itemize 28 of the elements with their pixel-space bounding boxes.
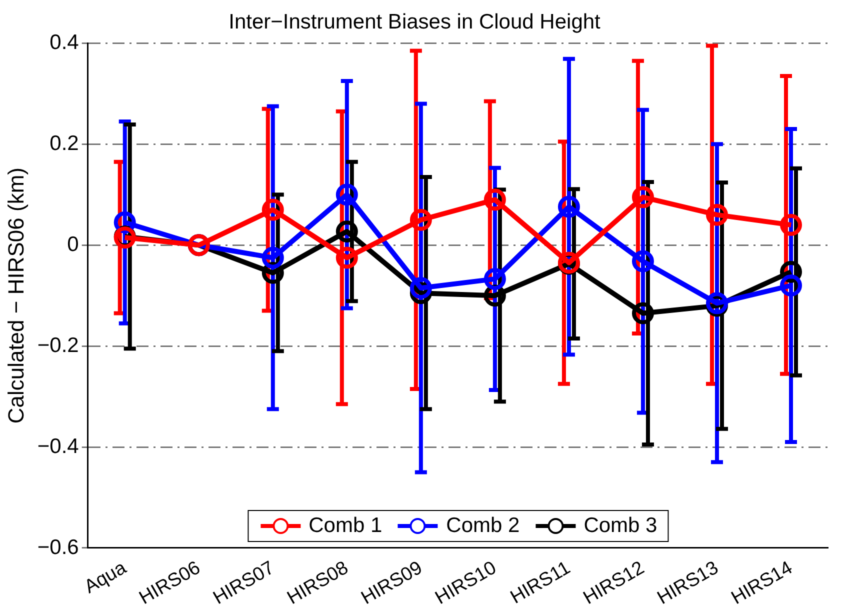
- point: [484, 188, 506, 211]
- point: [780, 274, 802, 296]
- x-tick-label: Aqua: [81, 557, 130, 598]
- legend-label: Comb 3: [584, 514, 658, 538]
- y-axis-title: Calculated − HIRS06 (km): [3, 168, 28, 424]
- point: [632, 302, 654, 324]
- y-tick-label: −0.6: [37, 536, 79, 559]
- point: [558, 196, 580, 218]
- point: [632, 186, 654, 208]
- point: [706, 204, 728, 226]
- y-tick-label: 0.4: [50, 30, 80, 54]
- point: [484, 268, 506, 290]
- point: [262, 198, 284, 221]
- point: [262, 246, 284, 269]
- y-tick-label: 0: [67, 232, 79, 256]
- point: [336, 246, 358, 269]
- legend-label: Comb 1: [308, 514, 382, 538]
- chart-title: Inter−Instrument Biases in Cloud Height: [228, 10, 601, 34]
- point: [410, 277, 432, 300]
- point: [336, 220, 358, 242]
- y-tick-label: −0.4: [37, 434, 80, 458]
- point: [780, 214, 802, 236]
- legend-label: Comb 2: [446, 514, 520, 538]
- point: [336, 184, 358, 206]
- y-tick-label: −0.2: [37, 334, 79, 357]
- point: [632, 250, 654, 272]
- point: [410, 208, 432, 231]
- y-tick-label: 0.2: [50, 132, 79, 155]
